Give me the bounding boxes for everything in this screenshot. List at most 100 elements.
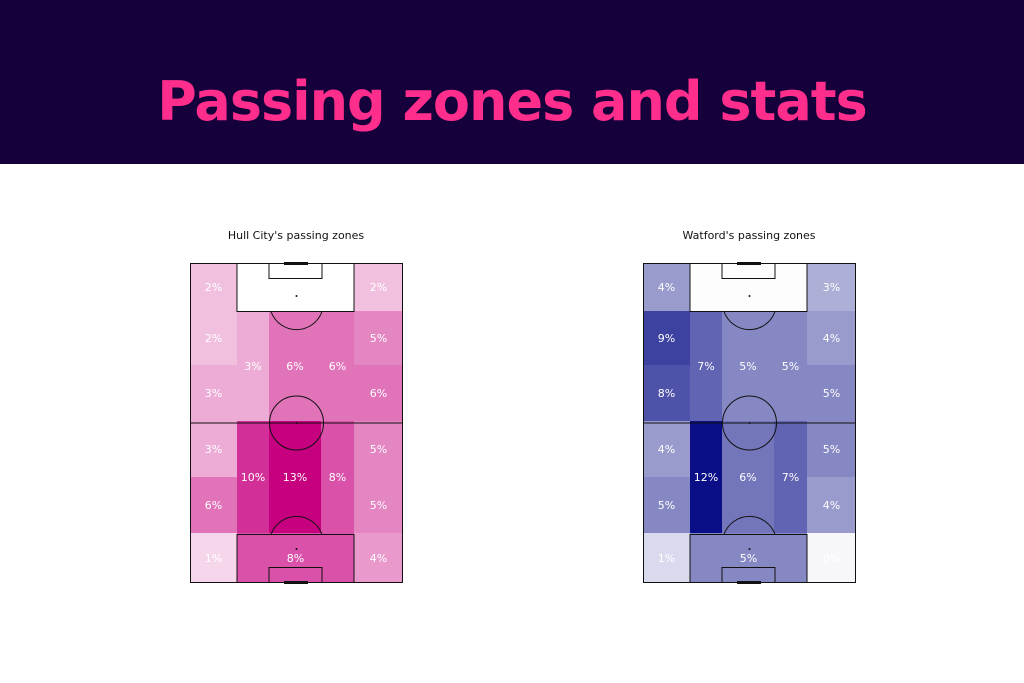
zone-cell xyxy=(643,477,690,533)
zone-label: 6% xyxy=(205,499,222,512)
zone-label: 3% xyxy=(205,387,222,400)
zone-cell xyxy=(354,263,403,311)
zone-cell xyxy=(190,311,237,365)
zone-cell xyxy=(190,533,237,583)
zone-label: 12% xyxy=(694,471,718,484)
zone-label: 3% xyxy=(823,281,840,294)
watford-passing-zones-chart: Watford's passing zones 4% 1% 3% 9% 7% 5% 5% 4%… xyxy=(619,225,879,590)
zone-label: 5% xyxy=(370,443,387,456)
zone-cell xyxy=(269,365,321,421)
zone-label: 3% xyxy=(205,443,222,456)
zone-label: 7% xyxy=(782,471,799,484)
zone-label: 5% xyxy=(823,387,840,400)
zone-label: 8% xyxy=(329,471,346,484)
top-penalty-arc xyxy=(270,311,323,331)
zone-cell xyxy=(354,533,403,583)
zone-label: 6% xyxy=(370,387,387,400)
zone-label: 9% xyxy=(658,332,675,345)
zone-label: 0% xyxy=(823,552,840,565)
zone-label: 6% xyxy=(329,360,346,373)
zone-label: 4% xyxy=(658,443,675,456)
zone-label: 5% xyxy=(658,499,675,512)
centre-spot xyxy=(295,422,298,424)
zone-label: 6% xyxy=(739,471,756,484)
zone-cell xyxy=(643,365,690,421)
zone-cell xyxy=(807,477,856,533)
zone-cell xyxy=(643,311,690,365)
zone-label: 6% xyxy=(286,360,303,373)
zone-cell xyxy=(722,365,774,421)
zone-cell xyxy=(690,477,722,533)
zone-label: 5% xyxy=(823,443,840,456)
zone-cell xyxy=(354,477,403,533)
zone-cell xyxy=(807,311,856,365)
zone-cell xyxy=(807,533,856,583)
pitch-heatmap: 4% 1% 3% 9% 7% 5% 5% 4% 8% 5% 4% 12% 6% 7% 5% 5% 4% 1% 5% 0… xyxy=(643,262,856,584)
zone-label: 8% xyxy=(287,552,304,565)
zone-cell xyxy=(321,421,354,477)
zone-cell xyxy=(774,421,807,477)
chart-title: Watford's passing zones xyxy=(682,229,816,242)
pitch-heatmap: 2% 0% 2% 2% 3% 6% 6% 5% 3% 6% 3% 10% 13% 8% 5% 6% 5% 1% 8%… xyxy=(190,262,403,584)
zone-cell xyxy=(269,311,321,365)
zone-cell xyxy=(774,311,807,365)
zone-cell xyxy=(643,533,690,583)
zone-cell xyxy=(807,421,856,477)
zone-cell xyxy=(354,311,403,365)
page-title: Passing zones and stats xyxy=(157,70,867,133)
zone-cell xyxy=(237,477,269,533)
hull-city-passing-zones-chart: Hull City's passing zones 2% 0% 2% 2% 3% 6% 6%… xyxy=(166,225,426,590)
zone-cell xyxy=(643,421,690,477)
zone-cell xyxy=(774,365,807,421)
zone-cell xyxy=(237,311,269,365)
zone-cell xyxy=(190,477,237,533)
zone-label: 13% xyxy=(283,471,307,484)
zone-label: 5% xyxy=(740,552,757,565)
zone-label: 4% xyxy=(823,332,840,345)
zone-cell xyxy=(690,533,807,583)
pitch-lines xyxy=(643,262,856,584)
zone-label: 4% xyxy=(370,552,387,565)
bottom-penalty-spot xyxy=(295,548,298,550)
zone-label: 2% xyxy=(205,332,222,345)
zone-label: 4% xyxy=(658,281,675,294)
zone-label: 5% xyxy=(370,332,387,345)
zone-label: 1% xyxy=(658,552,675,565)
zone-cell xyxy=(354,365,403,421)
centre-spot xyxy=(748,422,751,424)
zone-label: 2% xyxy=(205,281,222,294)
chart-title: Hull City's passing zones xyxy=(227,229,365,242)
top-penalty-spot xyxy=(748,295,751,297)
zone-cell xyxy=(722,311,774,365)
zone-cell xyxy=(190,365,237,421)
zone-cell xyxy=(643,263,690,311)
zone-label: 7% xyxy=(697,360,714,373)
zone-label: 1% xyxy=(205,552,222,565)
zone-cell xyxy=(807,263,856,311)
zone-cell xyxy=(321,365,354,421)
bottom-penalty-arc xyxy=(270,515,323,535)
bottom-penalty-spot xyxy=(748,548,751,550)
zone-cell xyxy=(321,311,354,365)
zone-label: 5% xyxy=(782,360,799,373)
top-penalty-spot xyxy=(295,295,298,297)
zone-label: 0% xyxy=(287,281,304,294)
zone-cell xyxy=(190,421,237,477)
zone-label: 10% xyxy=(241,471,265,484)
zone-label: 3% xyxy=(244,360,261,373)
zone-cell xyxy=(774,477,807,533)
zone-label: 4% xyxy=(823,499,840,512)
zone-cell xyxy=(722,421,774,477)
zone-cell xyxy=(807,365,856,421)
top-penalty-arc xyxy=(723,311,776,331)
zone-cell xyxy=(190,263,237,311)
zone-cell xyxy=(237,365,269,421)
zone-label: 5% xyxy=(370,499,387,512)
header-banner: Passing zones and stats xyxy=(0,0,1024,164)
zone-label: 2% xyxy=(370,281,387,294)
zone-cell xyxy=(690,365,722,421)
top-penalty-box xyxy=(236,263,355,312)
zone-label: 5% xyxy=(739,360,756,373)
zone-label: 1% xyxy=(740,281,757,294)
zone-cell xyxy=(269,421,321,477)
